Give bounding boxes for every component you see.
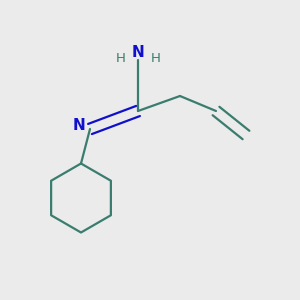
Text: H: H — [116, 52, 125, 65]
Text: N: N — [72, 118, 85, 133]
Text: N: N — [132, 45, 144, 60]
Text: H: H — [151, 52, 160, 65]
